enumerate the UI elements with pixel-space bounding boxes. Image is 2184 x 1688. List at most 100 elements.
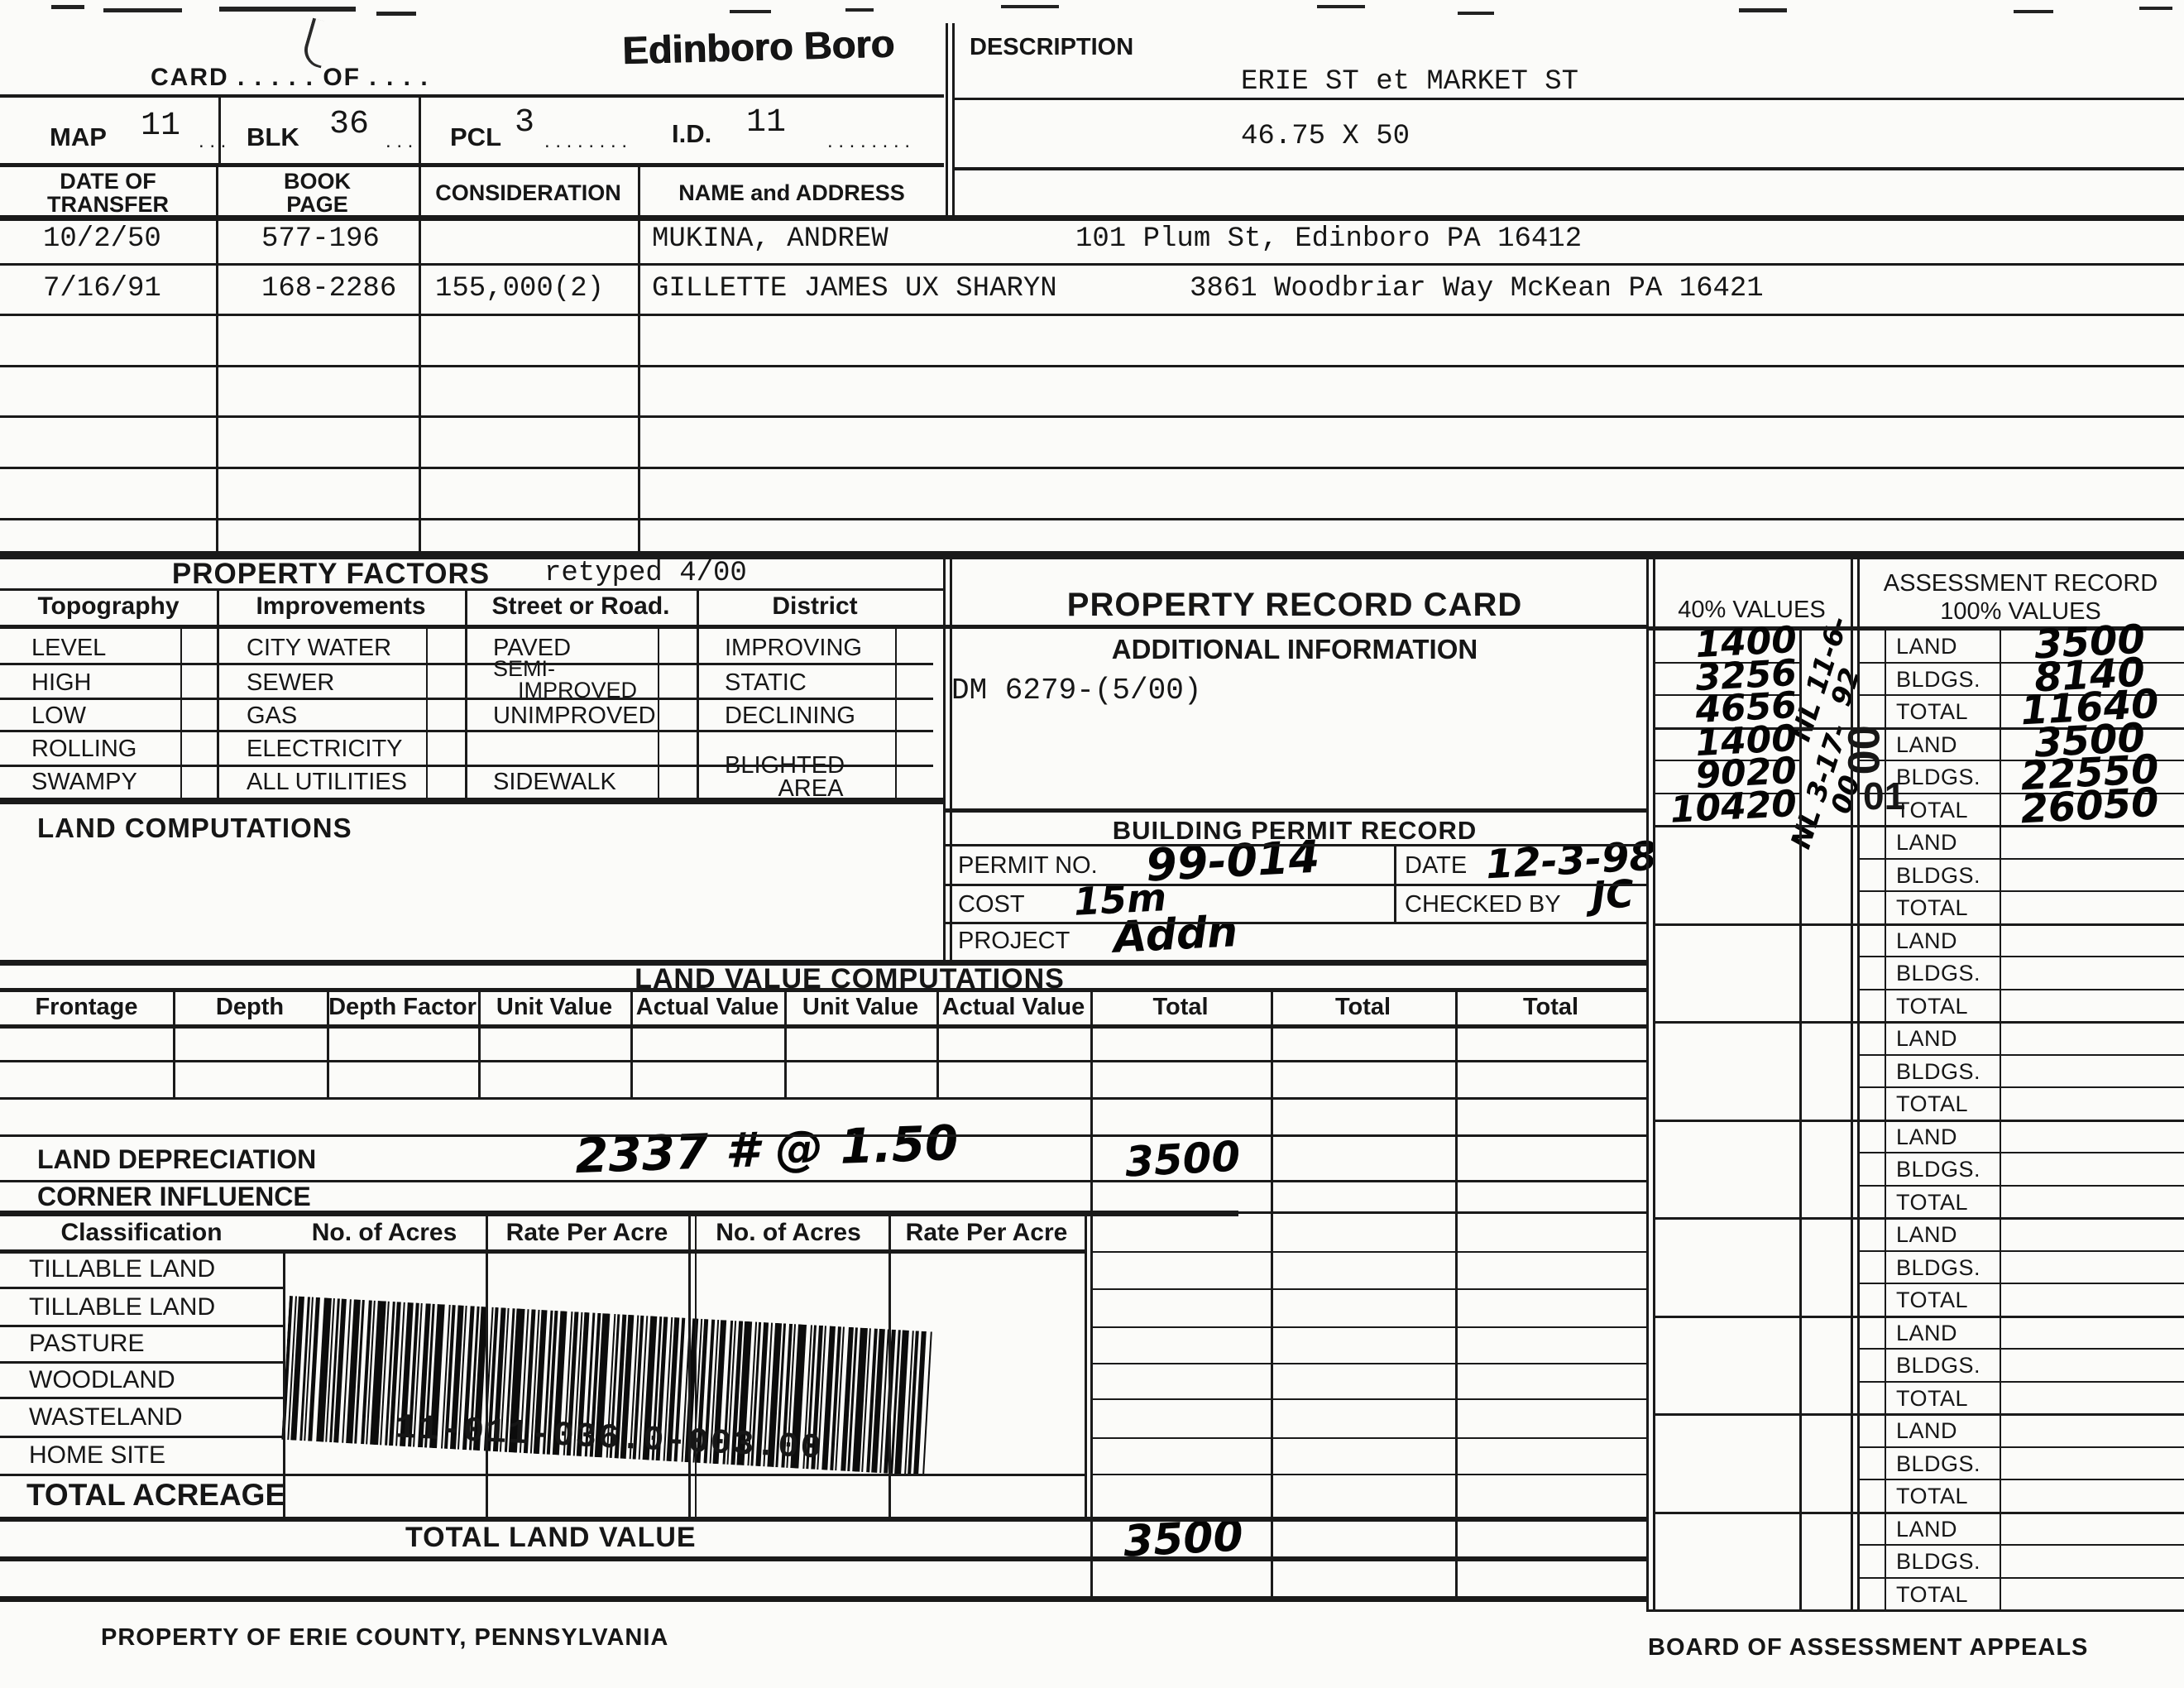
- forty-percent-value: 10420: [1669, 782, 1798, 832]
- transfer-address: 3861 Woodbriar Way McKean PA 16421: [1190, 273, 1764, 305]
- grid-line: [1646, 626, 2184, 631]
- grid-line: [1653, 1021, 2184, 1024]
- assessment-row-label: LAND: [1896, 830, 1958, 855]
- grid-line: [0, 960, 1646, 966]
- scan-artifact: [1458, 12, 1494, 15]
- grid-line: [218, 94, 221, 165]
- grid-line: [784, 988, 787, 1099]
- grid-line: [888, 1214, 891, 1518]
- no-of-acres-header: No. of Acres: [716, 1219, 861, 1246]
- grid-line: [327, 988, 329, 1099]
- grid-line: [1090, 1251, 1646, 1253]
- grid-line: [0, 215, 2184, 221]
- retyped-note: retyped 4/00: [544, 558, 747, 589]
- grid-line: [0, 1249, 1086, 1254]
- grid-line: [1646, 551, 1649, 1612]
- project-value: Addn: [1112, 907, 1239, 963]
- lvc-header-depth-factor: Depth Factor: [328, 994, 477, 1020]
- grid-line: [1885, 626, 1886, 1609]
- grid-line: [1271, 1558, 1273, 1596]
- assessment-row-label: TOTAL: [1896, 993, 1969, 1019]
- grid-line: [0, 1180, 1646, 1182]
- grid-line: [1653, 1413, 2184, 1416]
- factor-improvement: CITY WATER: [247, 635, 392, 661]
- grid-line: [1090, 1474, 1646, 1475]
- grid-line: [943, 884, 1646, 886]
- assessment-row-label: LAND: [1896, 634, 1958, 659]
- lvc-header-actual-value: Actual Value: [941, 994, 1085, 1020]
- classification-row: TILLABLE LAND: [29, 1255, 216, 1283]
- grid-line: [0, 1517, 1646, 1522]
- grid-line: [955, 167, 2184, 170]
- rate-per-acre-header: Rate Per Acre: [505, 1219, 668, 1246]
- grid-line: [1455, 1558, 1458, 1596]
- factor-street: SIDEWALK: [493, 769, 616, 795]
- grid-line: [0, 314, 2184, 316]
- grid-line: [0, 1325, 283, 1327]
- grid-line: [1857, 1086, 2184, 1088]
- grid-line: [630, 988, 633, 1099]
- land-depreciation-note: 2337 # @ 1.50: [573, 1114, 960, 1185]
- assessment-row-label: BLDGS.: [1896, 1254, 1981, 1280]
- assessment-row-label: LAND: [1896, 928, 1958, 953]
- grid-line: [1857, 988, 2184, 990]
- col-topography: Topography: [37, 592, 180, 620]
- grid-line: [0, 94, 944, 98]
- checked-by-value: JC: [1590, 870, 1636, 918]
- factor-topography: ROLLING: [31, 736, 137, 762]
- factor-street: UNIMPROVED: [493, 703, 656, 729]
- transfer-header-name: NAME and ADDRESS: [678, 180, 905, 205]
- grid-line: [1653, 661, 1799, 664]
- description-dimensions: 46.75 X 50: [1241, 121, 1410, 152]
- footer-right: BOARD OF ASSESSMENT APPEALS: [1648, 1634, 2089, 1661]
- assessment-row-label: BLDGS.: [1896, 1451, 1981, 1476]
- blk-value: 36: [329, 106, 370, 143]
- factor-topography: LOW: [31, 703, 87, 729]
- total-acreage-label: TOTAL ACREAGE: [26, 1478, 286, 1512]
- grid-line: [1857, 694, 2184, 696]
- assessment-row-label: TOTAL: [1896, 895, 1969, 920]
- grid-line: [2000, 626, 2001, 1609]
- lvc-header-unit-value: Unit Value: [802, 994, 919, 1020]
- year-stamp-00: 00: [1839, 725, 1889, 775]
- grid-line: [1857, 661, 2184, 664]
- card-of-label: CARD . . . . . OF . . . .: [151, 64, 429, 91]
- assessment-record-subheader: 100% VALUES: [1940, 598, 2101, 625]
- pen-mark-artifact: [299, 17, 334, 69]
- id-value: 11: [746, 104, 787, 141]
- grid-line: [1857, 1479, 2184, 1480]
- grid-line: [1799, 626, 1802, 1609]
- assessment-row-label: TOTAL: [1896, 1288, 1969, 1312]
- grid-line: [1653, 792, 1799, 794]
- grid-line: [1090, 1326, 1646, 1328]
- factor-district: IMPROVING: [725, 635, 862, 661]
- assessment-row-label: LAND: [1896, 1516, 1958, 1542]
- grid-line: [426, 625, 428, 798]
- assessment-record-header: ASSESSMENT RECORD: [1883, 570, 2158, 597]
- factor-topography: HIGH: [31, 669, 92, 696]
- grid-line: [419, 94, 421, 165]
- grid-line: [419, 163, 421, 551]
- transfer-book: 168-2286: [261, 273, 397, 305]
- scan-artifact: [1739, 8, 1787, 12]
- grid-line: [0, 1287, 283, 1289]
- assessment-row-label: BLDGS.: [1896, 1353, 1981, 1378]
- assessment-row-label: TOTAL: [1896, 1091, 1969, 1116]
- grid-line: [478, 988, 481, 1099]
- assessment-row-label: LAND: [1896, 1418, 1958, 1443]
- grid-line: [1653, 1217, 2184, 1220]
- grid-line: [1857, 551, 1860, 1612]
- classification-row: HOME SITE: [29, 1441, 166, 1469]
- grid-line: [0, 1134, 1646, 1137]
- grid-line: [1238, 1211, 1646, 1214]
- grid-line: [936, 988, 939, 1099]
- grid-line: [465, 588, 467, 799]
- grid-line: [943, 844, 1646, 846]
- grid-line: [0, 365, 2184, 367]
- grid-line: [1851, 551, 1853, 1612]
- grid-line: [1857, 760, 2184, 761]
- grid-line: [0, 1024, 1646, 1029]
- property-record-card-title: PROPERTY RECORD CARD: [1066, 587, 1523, 623]
- assessment-row-label: TOTAL: [1896, 797, 1969, 822]
- lvc-header-total: Total: [1152, 994, 1209, 1020]
